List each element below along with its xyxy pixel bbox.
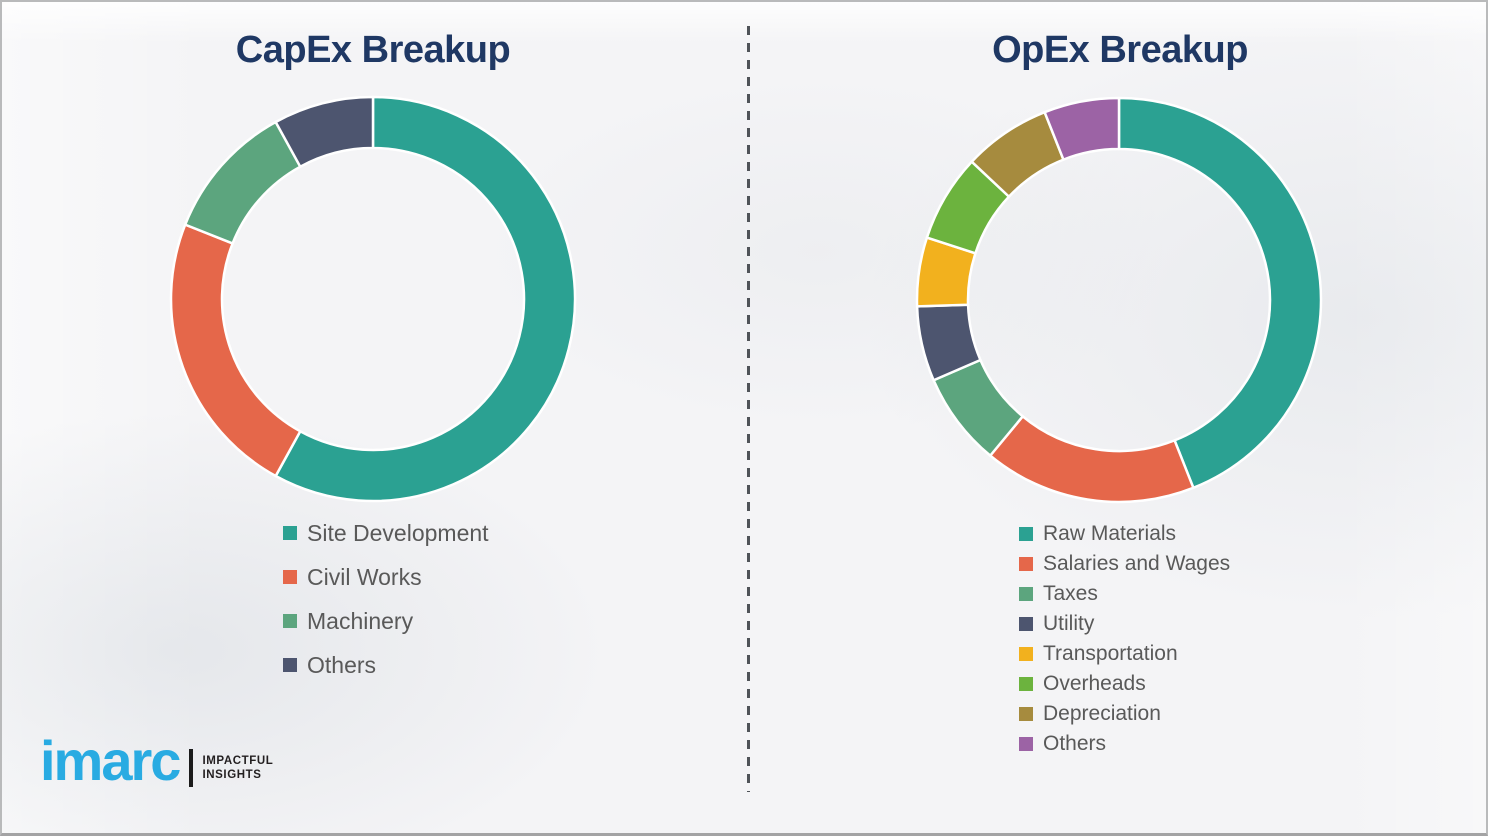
legend-swatch-utility [1019,617,1033,631]
capex-donut-chart [167,93,579,505]
legend-item-machinery: Machinery [283,599,489,643]
opex-legend: Raw Materials Salaries and Wages Taxes Util… [1019,519,1230,759]
segment-civil-works [169,223,302,478]
legend-label: Utility [1043,612,1095,635]
legend-item-site-development: Site Development [283,511,489,555]
opex-breakup-donut-svg [915,96,1323,504]
legend-swatch-depreciation [1019,707,1033,721]
legend-swatch-raw-materials [1019,527,1033,541]
legend-swatch-overheads [1019,677,1033,691]
legend-item-raw-materials: Raw Materials [1019,519,1230,549]
imarc-brand-wordmark: imarc [40,729,181,793]
segment-raw-materials [1117,96,1323,490]
legend-label: Salaries and Wages [1043,552,1231,575]
legend-item-utility: Utility [1019,609,1230,639]
legend-swatch-site-development [283,526,297,540]
logo-tagline-line2: INSIGHTS [202,769,262,781]
segment-machinery [183,120,302,245]
legend-label: Overheads [1043,672,1146,695]
legend-item-civil-works: Civil Works [283,555,489,599]
legend-label: Others [1043,732,1107,755]
legend-item-others: Others [1019,729,1230,759]
opex-donut-chart [913,94,1325,506]
legend-label: Machinery [307,607,414,634]
capex-breakup-donut-svg [169,95,577,503]
capex-chart-title: CapEx Breakup [235,29,511,71]
segment-others [274,95,375,168]
legend-swatch-transportation [1019,647,1033,661]
legend-label: Taxes [1043,582,1098,605]
legend-swatch-taxes [1019,587,1033,601]
opex-chart-title: OpEx Breakup [992,29,1248,71]
legend-label: Raw Materials [1043,522,1177,545]
segment-salaries-and-wages [988,415,1195,504]
logo-divider-bar [189,749,194,787]
legend-swatch-machinery [283,614,297,628]
segment-site-development [274,95,577,503]
legend-label: Others [307,651,377,678]
legend-label: Depreciation [1043,702,1161,725]
legend-label: Site Development [307,519,489,546]
legend-item-depreciation: Depreciation [1019,699,1230,729]
vertical-dashed-divider [747,26,750,792]
legend-swatch-civil-works [283,570,297,584]
capex-legend: Site Development Civil Works Machinery Othe… [283,511,489,687]
legend-item-others: Others [283,643,489,687]
legend-item-taxes: Taxes [1019,579,1230,609]
legend-item-salaries-and-wages: Salaries and Wages [1019,549,1230,579]
legend-swatch-salaries-and-wages [1019,557,1033,571]
legend-label: Transportation [1043,642,1178,665]
legend-item-overheads: Overheads [1019,669,1230,699]
imarc-logo: imarc IMPACTFUL INSIGHTS [40,729,273,793]
logo-tagline: IMPACTFUL INSIGHTS [202,754,273,783]
legend-swatch-others [283,658,297,672]
legend-swatch-others [1019,737,1033,751]
legend-item-transportation: Transportation [1019,639,1230,669]
segment-others [1043,96,1121,161]
legend-label: Civil Works [307,563,422,590]
logo-tagline-line1: IMPACTFUL [202,754,274,767]
